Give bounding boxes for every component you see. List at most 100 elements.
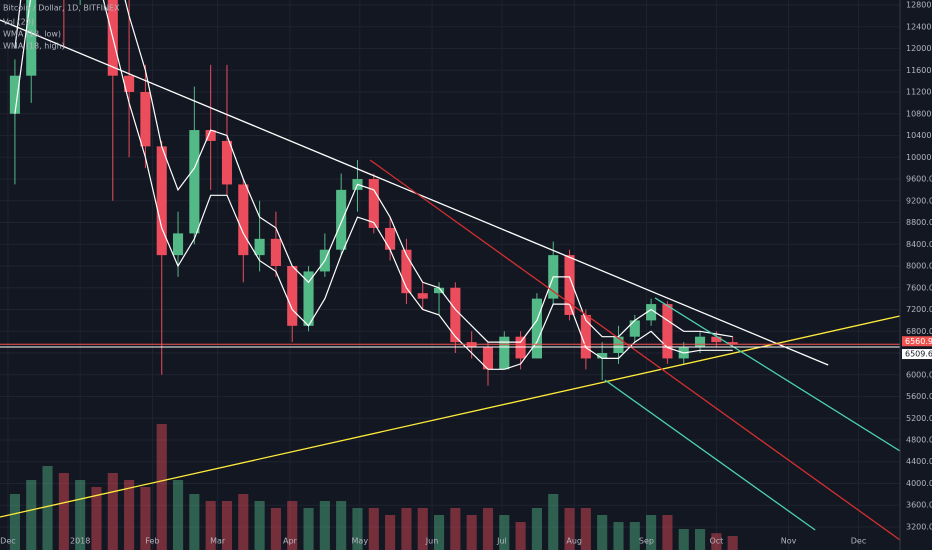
candle-body [124, 75, 135, 93]
y-tick-label: 6800.0 [906, 327, 932, 336]
volume-bar [75, 480, 86, 550]
volume-bar [662, 515, 673, 550]
y-tick-label: 10000.0 [906, 153, 932, 162]
y-tick-label: 3600.0 [906, 501, 932, 510]
volume-bar [646, 515, 657, 550]
y-tick-label: 8800.0 [906, 218, 932, 227]
volume-bar [107, 473, 118, 550]
volume-bar [156, 424, 167, 550]
volume-bar [91, 487, 102, 550]
legend-entry: WMA (18, low) [3, 30, 61, 39]
volume-bar [336, 501, 347, 550]
y-tick-label: 3200.0 [906, 522, 932, 531]
candle-body [140, 92, 151, 147]
volume-bar [254, 501, 265, 550]
volume-bar [629, 522, 640, 550]
x-tick-label: Oct [709, 537, 723, 546]
price-pane [0, 0, 900, 541]
trend-line [0, 19, 829, 366]
volume-bar [319, 501, 330, 550]
y-tick-label: 4000.0 [906, 479, 932, 488]
candle-body [499, 336, 510, 370]
volume-bar [711, 533, 722, 550]
y-tick-label: 4800.0 [906, 436, 932, 445]
volume-bar [42, 466, 53, 550]
candle-body [694, 336, 706, 348]
candle-body [482, 347, 494, 370]
chart-title: Bitcoin / Dollar, 1D, BITFINEX [3, 4, 120, 13]
volume-bar [433, 515, 445, 550]
volume-bar [694, 529, 706, 550]
volume-bar [238, 494, 249, 550]
candle-body [466, 342, 477, 348]
legend-entry: WMA (18, high) [3, 42, 65, 51]
x-tick-label: Feb [145, 537, 159, 546]
candle-body [238, 184, 249, 256]
candle-body [531, 298, 542, 359]
volume-bar [58, 473, 69, 550]
volume-pane [9, 424, 738, 550]
x-tick-label: May [352, 537, 369, 546]
volume-bar [499, 515, 510, 550]
volume-bar [727, 536, 738, 550]
volume-bar [597, 515, 608, 550]
candle-body [450, 287, 461, 343]
candle-body [221, 140, 233, 185]
volume-bar [466, 515, 477, 550]
y-tick-label: 9600.0 [906, 175, 932, 184]
candle-body [270, 238, 281, 267]
x-tick-label: Sep [639, 537, 654, 546]
x-tick-label: Jul [496, 537, 507, 546]
volume-bar [401, 508, 412, 550]
price-label-box [902, 336, 932, 347]
wma-line [14, 0, 733, 370]
volume-bar [189, 494, 200, 550]
volume-bar [26, 480, 37, 550]
volume-bar [450, 508, 461, 550]
y-tick-label: 11600.0 [906, 66, 932, 75]
y-tick-label: 12800.0 [906, 1, 932, 10]
candle-body [205, 130, 216, 141]
y-tick-label: 9200.0 [906, 196, 932, 205]
x-tick-label: Dec [0, 537, 15, 546]
x-tick-label: Mar [210, 537, 226, 546]
y-tick-label: 10400.0 [906, 131, 932, 140]
volume-bar [515, 522, 526, 550]
y-tick-label: 5600.0 [906, 392, 932, 401]
candle-body [564, 255, 575, 315]
candle-body [254, 238, 265, 256]
wma-line [14, 0, 733, 343]
volume-bar [9, 494, 20, 550]
volume-bar [303, 508, 314, 550]
volume-bar [368, 508, 379, 550]
y-tick-label: 6000.0 [906, 370, 932, 379]
candle-body [26, 0, 37, 76]
candle-body [580, 314, 591, 359]
candle-body [433, 287, 445, 294]
y-tick-label: 5200.0 [906, 414, 932, 423]
candle-body [189, 130, 200, 234]
y-tick-label: 11200.0 [906, 88, 932, 97]
y-tick-label: 8000.0 [906, 262, 932, 271]
candle-body [385, 227, 396, 250]
candle-body [303, 271, 314, 326]
legend-entry: Vol (20) [3, 18, 34, 27]
y-tick-label: 10800.0 [906, 109, 932, 118]
volume-bar [564, 508, 575, 550]
x-tick-label: Nov [781, 537, 797, 546]
y-tick-label: 12400.0 [906, 22, 932, 31]
volume-bar [221, 501, 233, 550]
x-tick-label: Jun [425, 537, 439, 546]
y-tick-label: 7200.0 [906, 305, 932, 314]
y-tick-label: 8400.0 [906, 240, 932, 249]
volume-bar [140, 487, 151, 550]
volume-bar [270, 508, 281, 550]
x-tick-label: Apr [283, 537, 298, 546]
grid [0, 0, 900, 550]
volume-bar [417, 508, 428, 550]
volume-bar [124, 480, 135, 550]
price-label: 6509.6 [905, 350, 932, 359]
